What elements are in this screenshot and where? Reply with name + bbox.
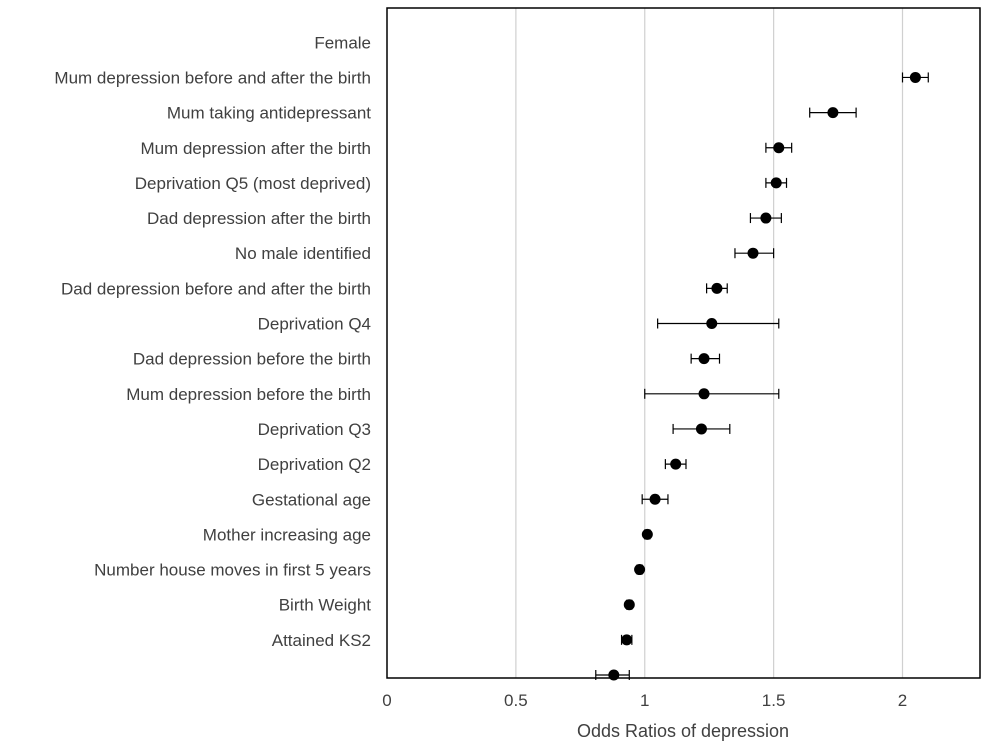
x-tick-labels: 0 0.5 1 1.5 2 <box>382 691 907 710</box>
data-point-group <box>641 493 669 505</box>
category-label: Number house moves in first 5 years <box>94 561 371 580</box>
x-axis-title: Odds Ratios of depression <box>577 721 789 741</box>
data-point <box>641 528 653 540</box>
x-tick-label: 0.5 <box>504 691 528 710</box>
category-label: Female <box>314 33 371 52</box>
data-point-group <box>641 528 653 540</box>
plot-frame <box>386 7 981 679</box>
data-point <box>698 353 710 365</box>
category-label: Mum depression before and after the birt… <box>54 68 371 87</box>
category-label: No male identified <box>235 244 371 263</box>
data-point <box>698 388 710 400</box>
data-point-group <box>657 318 780 329</box>
data-point-group <box>595 669 630 681</box>
category-label: Gestational age <box>252 490 371 509</box>
data-point <box>649 493 661 505</box>
category-label: Deprivation Q3 <box>258 420 371 439</box>
x-tick-label: 0 <box>382 691 391 710</box>
data-point <box>747 247 759 259</box>
category-label: Dad depression before and after the birt… <box>61 279 371 298</box>
category-label: Dad depression before the birth <box>133 350 371 369</box>
category-label: Deprivation Q4 <box>258 315 371 334</box>
category-label: Mum taking antidepressant <box>167 104 371 123</box>
data-point-group <box>634 564 646 576</box>
data-marks <box>595 71 929 681</box>
data-point-group <box>623 599 635 611</box>
gridlines <box>515 8 904 678</box>
category-label: Mum depression after the birth <box>140 139 371 158</box>
data-point <box>623 599 635 611</box>
x-tick-label: 1.5 <box>762 691 786 710</box>
data-point <box>773 142 785 154</box>
x-tick-label: 2 <box>898 691 907 710</box>
x-tick-label: 1 <box>640 691 649 710</box>
category-label: Deprivation Q2 <box>258 455 371 474</box>
data-point <box>827 107 839 119</box>
data-point-group <box>690 353 721 365</box>
data-point <box>711 282 723 294</box>
data-point-group <box>706 282 728 294</box>
data-point-group <box>809 107 857 119</box>
category-label: Birth Weight <box>279 596 372 615</box>
data-point <box>760 212 772 224</box>
data-point-group <box>901 71 929 83</box>
data-point-group <box>620 634 633 646</box>
category-label: Attained KS2 <box>272 631 371 650</box>
data-point <box>670 458 682 470</box>
data-point <box>909 71 921 83</box>
category-label: Deprivation Q5 (most deprived) <box>135 174 371 193</box>
data-point-group <box>765 142 793 154</box>
category-label: Mother increasing age <box>203 525 371 544</box>
data-point <box>706 318 718 329</box>
data-point-group <box>672 423 731 435</box>
data-point-group <box>664 458 687 470</box>
category-label: Mum depression before the birth <box>126 385 371 404</box>
data-point-group <box>734 247 775 259</box>
data-point-group <box>644 388 780 400</box>
data-point-group <box>749 212 782 224</box>
data-point-group <box>765 177 788 189</box>
data-point <box>695 423 707 435</box>
category-label: Dad depression after the birth <box>147 209 371 228</box>
data-point <box>621 634 633 646</box>
data-point <box>634 564 646 576</box>
category-labels: Female Mum depression before and after th… <box>54 33 371 650</box>
data-point <box>770 177 782 189</box>
data-point <box>608 669 620 681</box>
